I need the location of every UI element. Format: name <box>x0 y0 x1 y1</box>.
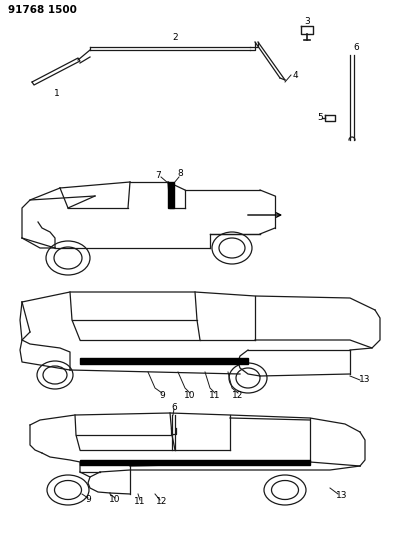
Text: 12: 12 <box>156 497 168 506</box>
Text: 10: 10 <box>109 496 121 505</box>
Polygon shape <box>80 358 248 364</box>
Text: 9: 9 <box>159 391 165 400</box>
Polygon shape <box>168 182 174 208</box>
Text: 6: 6 <box>171 402 177 411</box>
Text: 2: 2 <box>172 34 178 43</box>
Text: 13: 13 <box>359 376 371 384</box>
Text: 12: 12 <box>232 391 244 400</box>
Text: 91768 1500: 91768 1500 <box>8 5 77 15</box>
Text: 13: 13 <box>336 491 348 500</box>
Text: 7: 7 <box>155 171 161 180</box>
Text: 10: 10 <box>184 391 196 400</box>
Text: 3: 3 <box>304 18 310 27</box>
Text: 5: 5 <box>317 114 323 123</box>
Text: 8: 8 <box>177 169 183 179</box>
Polygon shape <box>80 460 310 465</box>
Text: 4: 4 <box>292 70 298 79</box>
Text: 6: 6 <box>353 44 359 52</box>
Text: 11: 11 <box>134 497 146 506</box>
Text: 9: 9 <box>85 496 91 505</box>
Text: 1: 1 <box>54 90 60 99</box>
Text: 11: 11 <box>209 391 221 400</box>
